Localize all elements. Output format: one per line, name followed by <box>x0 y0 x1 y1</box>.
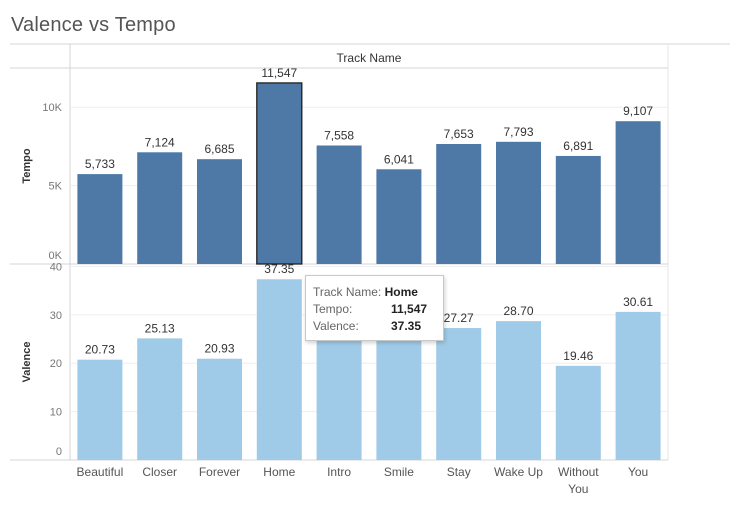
data-label-valence: 37.35 <box>264 262 294 276</box>
bar-tempo <box>496 141 541 264</box>
bar-valence <box>256 279 302 460</box>
tooltip-track-value: Home <box>384 285 418 299</box>
data-label-valence: 28.70 <box>503 304 533 318</box>
bar-valence <box>496 321 541 460</box>
tooltip-row-track: Track Name: Home <box>313 284 443 301</box>
x-tick-label: Without <box>558 465 599 479</box>
data-label-tempo: 7,558 <box>324 128 354 142</box>
bar-tempo <box>137 152 183 264</box>
bar-tempo <box>316 145 362 264</box>
bar-valence <box>197 358 242 460</box>
data-label-tempo: 7,653 <box>444 127 474 141</box>
tooltip-tempo-value: 11,547 <box>391 302 428 316</box>
x-tick-label: Forever <box>199 465 240 479</box>
y-tick-label-valence: 0 <box>56 446 62 458</box>
bar-valence <box>615 311 661 460</box>
y-tick-label-tempo: 10K <box>42 102 62 114</box>
tooltip-row-tempo: Tempo: 11,547 <box>313 301 443 318</box>
data-label-tempo: 6,041 <box>384 152 414 166</box>
bar-valence <box>77 359 123 460</box>
x-tick-label: Home <box>263 465 295 479</box>
tooltip-row-valence: Valence: 37.35 <box>313 318 443 335</box>
data-label-tempo: 9,107 <box>623 104 653 118</box>
y-tick-label-valence: 20 <box>50 358 62 370</box>
column-header: Track Name <box>337 51 402 65</box>
data-label-tempo: 7,793 <box>503 125 533 139</box>
x-tick-label: Smile <box>384 465 414 479</box>
x-tick-label: You <box>568 482 588 496</box>
bar-valence <box>555 365 601 460</box>
y-axis-title-tempo: Tempo <box>21 148 33 184</box>
data-label-valence: 27.27 <box>444 311 474 325</box>
bar-tempo <box>436 144 482 264</box>
chart-title: Valence vs Tempo <box>11 14 176 36</box>
y-tick-label-valence: 30 <box>50 310 62 322</box>
data-label-valence: 20.93 <box>204 342 234 356</box>
tooltip: Track Name: Home Tempo: 11,547 Valence: … <box>305 275 444 341</box>
data-label-valence: 19.46 <box>563 349 593 363</box>
data-label-tempo: 11,547 <box>261 66 297 80</box>
y-tick-label-tempo: 5K <box>49 181 63 193</box>
bar-tempo <box>555 155 601 264</box>
tooltip-valence-value: 37.35 <box>391 319 422 333</box>
data-label-tempo: 6,891 <box>563 139 593 153</box>
y-tick-label-tempo: 0K <box>49 250 63 262</box>
y-tick-label-valence: 10 <box>50 407 62 419</box>
x-tick-label: Beautiful <box>77 465 124 479</box>
bar-valence <box>376 326 422 460</box>
data-label-tempo: 7,124 <box>145 135 175 149</box>
x-tick-label: Stay <box>447 465 471 479</box>
x-tick-label: Intro <box>327 465 351 479</box>
data-label-tempo: 6,685 <box>204 142 234 156</box>
bar-valence <box>436 328 482 460</box>
bar-tempo <box>615 121 661 264</box>
bar-tempo <box>376 169 422 264</box>
data-label-tempo: 5,733 <box>85 157 115 171</box>
tooltip-valence-key: Valence: <box>313 319 359 333</box>
data-label-valence: 30.61 <box>623 295 653 309</box>
bar-tempo <box>197 159 242 264</box>
bar-valence <box>137 338 183 460</box>
x-tick-label: Wake Up <box>494 465 543 479</box>
y-axis-title-valence: Valence <box>21 342 33 383</box>
tooltip-track-key: Track Name: <box>313 285 382 299</box>
bar-tempo <box>256 82 303 265</box>
bar-tempo <box>77 174 123 264</box>
x-tick-label: You <box>628 465 648 479</box>
data-label-valence: 20.73 <box>85 343 115 357</box>
y-tick-label-valence: 40 <box>50 261 62 273</box>
data-label-valence: 25.13 <box>145 321 175 335</box>
tooltip-tempo-key: Tempo: <box>313 302 353 316</box>
x-tick-label: Closer <box>142 465 177 479</box>
